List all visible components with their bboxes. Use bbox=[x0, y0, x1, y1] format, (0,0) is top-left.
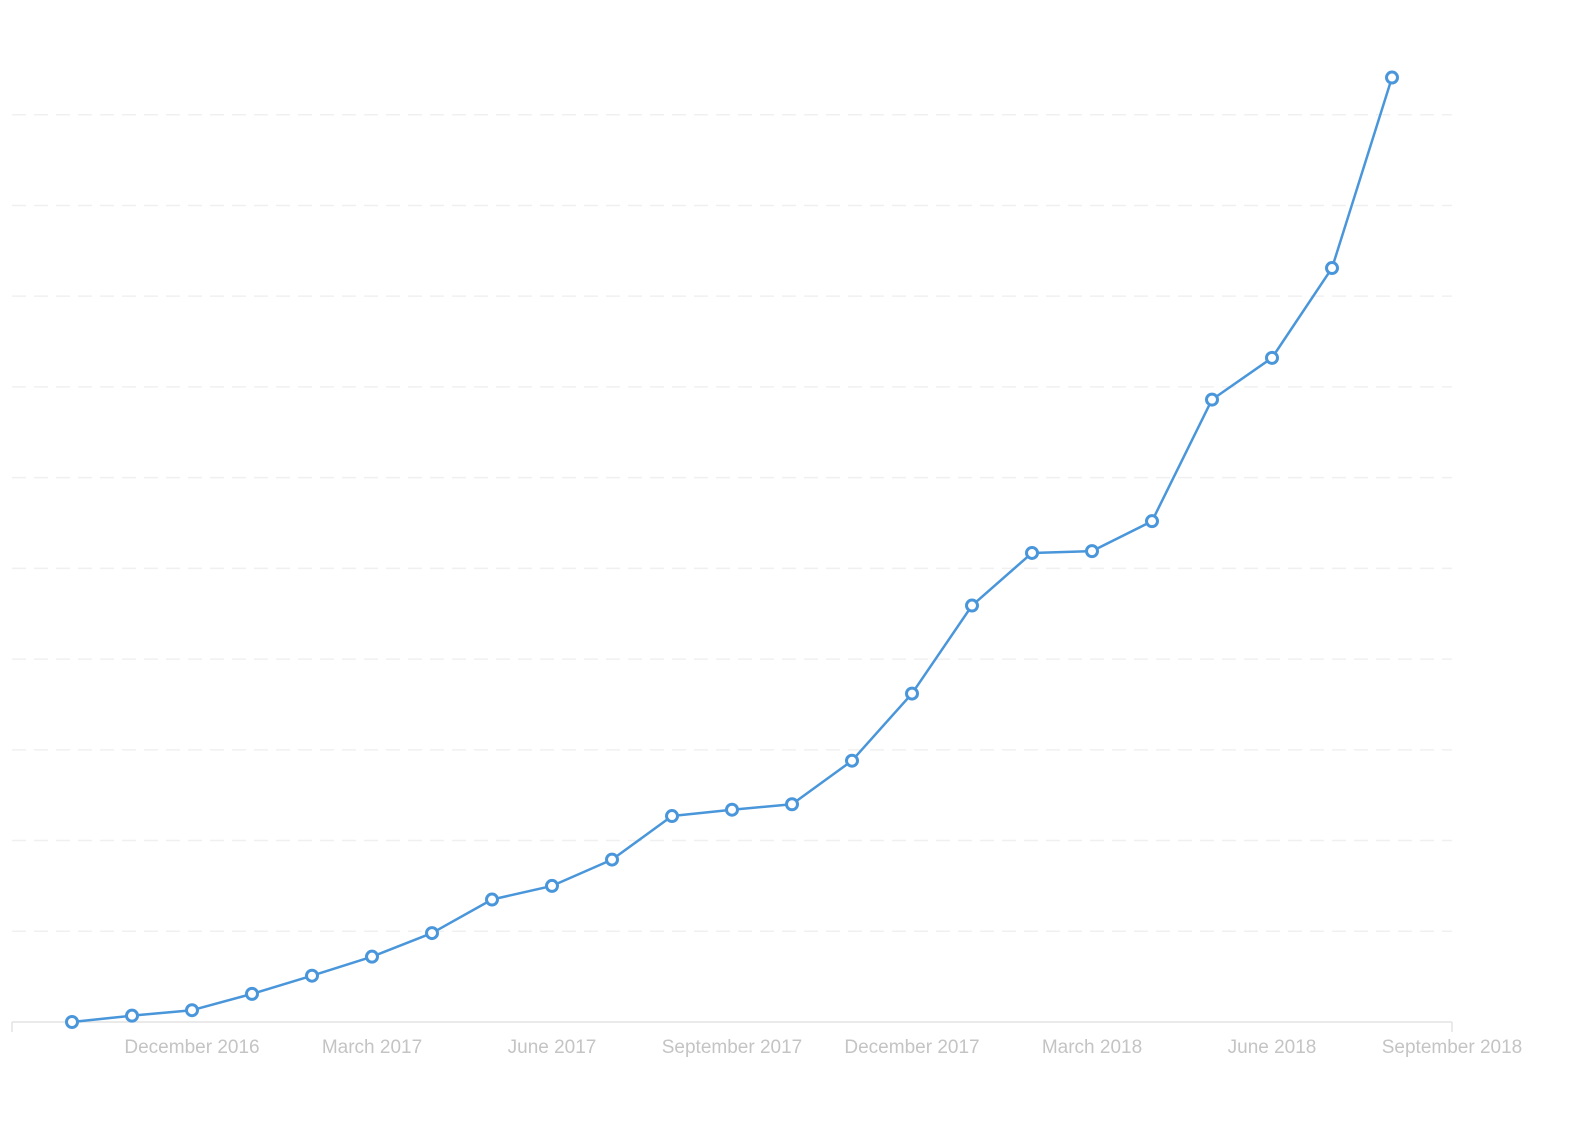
point bbox=[905, 686, 919, 701]
point bbox=[305, 968, 319, 983]
point bbox=[185, 1003, 199, 1018]
point bbox=[1385, 70, 1399, 85]
point bbox=[1145, 514, 1159, 529]
x-tick-label: December 2016 bbox=[124, 1037, 259, 1058]
x-tick-label: June 2017 bbox=[508, 1037, 597, 1058]
point bbox=[485, 892, 499, 907]
x-tick-label: December 2017 bbox=[844, 1037, 979, 1058]
point bbox=[1085, 544, 1099, 559]
point bbox=[1025, 545, 1039, 560]
point bbox=[1265, 350, 1279, 365]
x-tick-label: March 2018 bbox=[1042, 1037, 1142, 1058]
x-tick-label: June 2018 bbox=[1228, 1037, 1317, 1058]
point bbox=[845, 753, 859, 768]
point bbox=[1325, 261, 1339, 276]
point bbox=[1205, 392, 1219, 407]
x-tick-label: September 2018 bbox=[1382, 1037, 1523, 1058]
x-tick-label: September 2017 bbox=[662, 1037, 803, 1058]
point bbox=[245, 986, 259, 1001]
point bbox=[65, 1015, 79, 1029]
point bbox=[785, 797, 799, 812]
point bbox=[965, 598, 979, 613]
line bbox=[71, 77, 1394, 1024]
point bbox=[425, 926, 439, 941]
x-tick-label: March 2017 bbox=[322, 1037, 422, 1058]
point bbox=[545, 878, 559, 893]
point bbox=[365, 949, 379, 964]
point bbox=[725, 802, 739, 817]
point bbox=[665, 809, 679, 824]
point bbox=[125, 1008, 139, 1023]
point bbox=[605, 852, 619, 867]
